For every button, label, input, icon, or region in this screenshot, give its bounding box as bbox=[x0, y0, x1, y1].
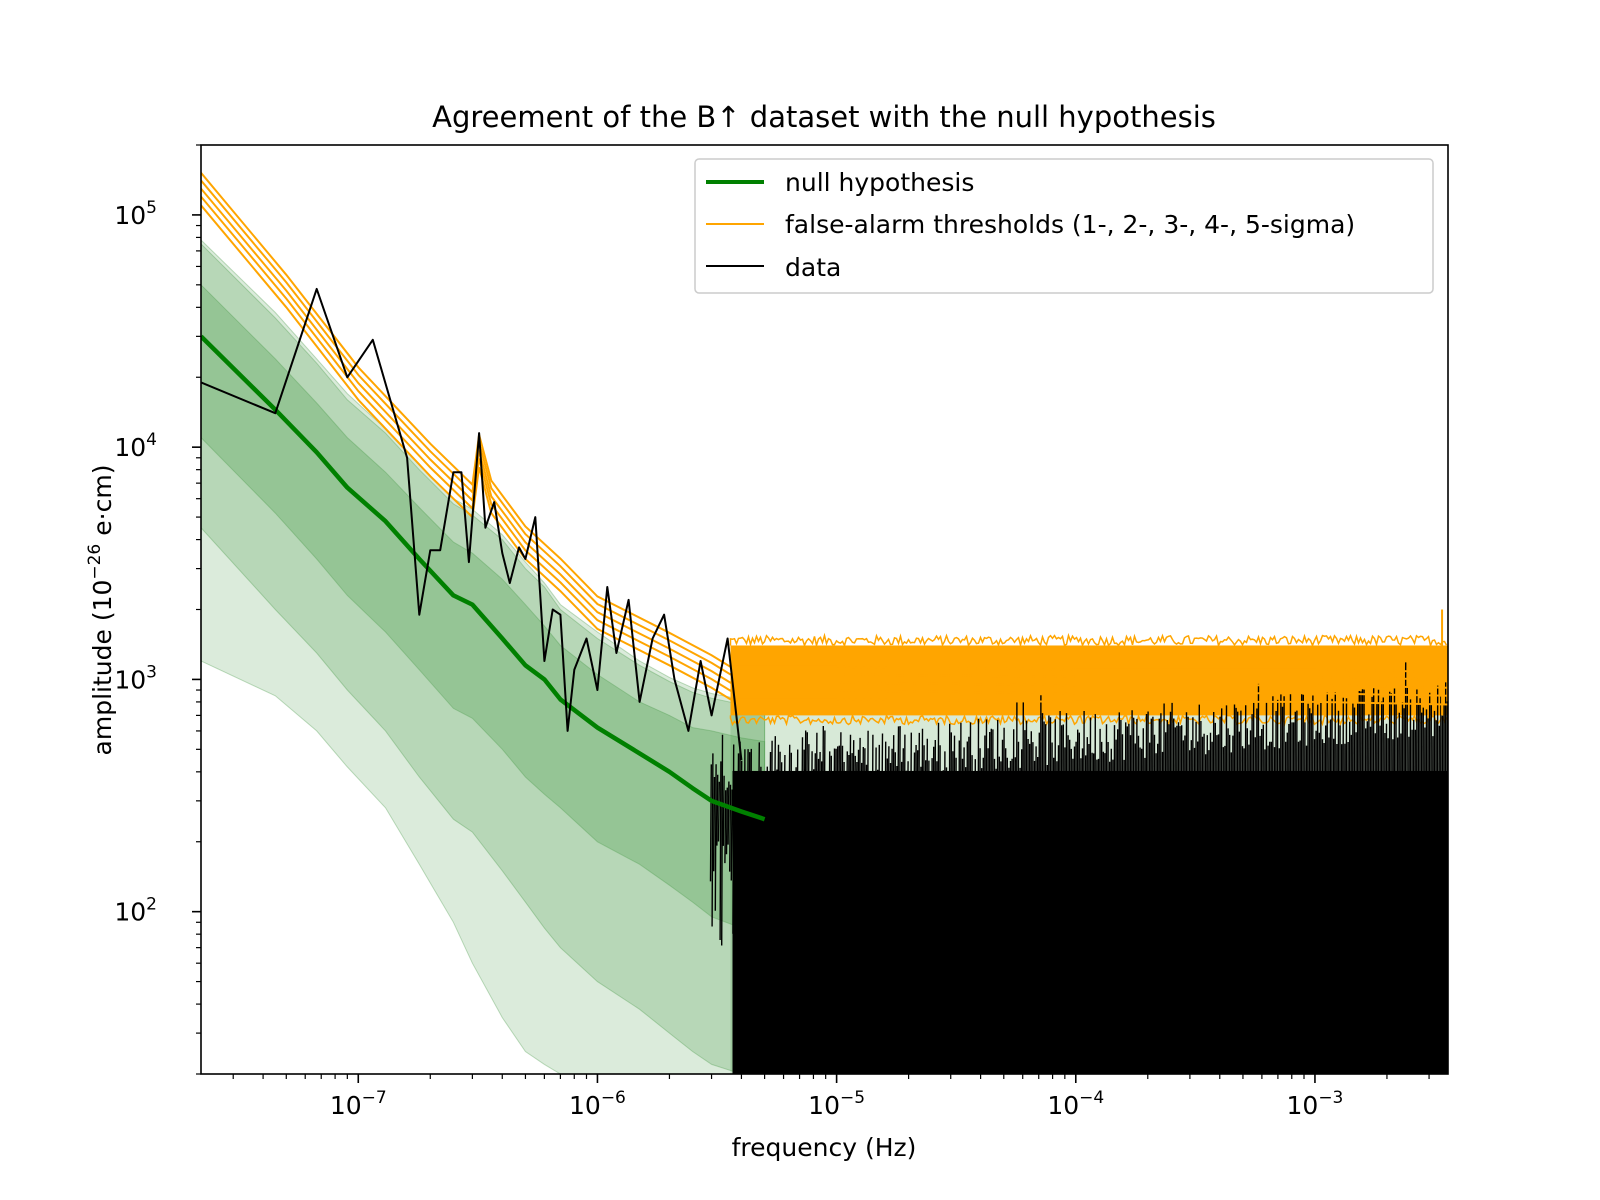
y-tick-label: 105 bbox=[114, 198, 157, 230]
series-lines bbox=[201, 172, 1448, 822]
x-tick-label-base: 10 bbox=[1287, 1091, 1319, 1120]
data-noise-spikes bbox=[709, 662, 1448, 1074]
x-tick-label: 10−4 bbox=[1047, 1088, 1104, 1120]
chart-title: Agreement of the B↑ dataset with the nul… bbox=[432, 100, 1216, 134]
threshold-line-2-sigma bbox=[201, 195, 1448, 697]
band-2-sigma bbox=[201, 243, 766, 1074]
x-tick-label: 10−7 bbox=[330, 1088, 387, 1120]
y-tick-label: 104 bbox=[114, 430, 157, 462]
threshold-noise-band bbox=[730, 645, 1448, 716]
threshold-line-5-sigma bbox=[201, 172, 1448, 673]
x-tick-label-exponent: −6 bbox=[601, 1088, 626, 1108]
legend: null hypothesis false-alarm thresholds (… bbox=[694, 158, 1434, 294]
threshold-line-4-sigma bbox=[201, 179, 1448, 681]
x-tick-label: 10−6 bbox=[569, 1088, 626, 1120]
y-tick-label-exponent: 4 bbox=[146, 430, 157, 450]
plot-area bbox=[201, 172, 1448, 1074]
x-tick-label-base: 10 bbox=[808, 1091, 840, 1120]
y-axis-label: amplitude (10−26 e·cm) bbox=[85, 465, 117, 756]
null-hypothesis-line bbox=[201, 334, 766, 822]
x-tick-label-base: 10 bbox=[330, 1091, 362, 1120]
legend-box bbox=[694, 158, 1434, 294]
threshold-noise-top-edge bbox=[729, 632, 1448, 649]
y-axis-label-suffix: e·cm) bbox=[88, 465, 117, 536]
legend-label-data: data bbox=[785, 253, 841, 282]
y-tick-label-base: 10 bbox=[114, 201, 146, 230]
y-tick-label: 103 bbox=[114, 662, 157, 694]
legend-label-null-hypothesis: null hypothesis bbox=[785, 168, 974, 197]
x-tick-label-exponent: −4 bbox=[1079, 1088, 1104, 1108]
x-tick-label-exponent: −7 bbox=[362, 1088, 387, 1108]
x-tick-label-exponent: −3 bbox=[1318, 1088, 1343, 1108]
x-tick-label-exponent: −5 bbox=[840, 1088, 865, 1108]
y-tick-label: 102 bbox=[114, 895, 157, 927]
x-tick-label: 10−5 bbox=[808, 1088, 865, 1120]
data-line bbox=[201, 287, 743, 761]
noise-floor bbox=[709, 609, 1448, 1074]
threshold-line-3-sigma bbox=[201, 187, 1448, 689]
band-3-sigma bbox=[201, 239, 766, 1074]
x-tick-label-base: 10 bbox=[569, 1091, 601, 1120]
x-tick-label: 10−3 bbox=[1287, 1088, 1344, 1120]
y-tick-label-base: 10 bbox=[114, 898, 146, 927]
x-axis-label: frequency (Hz) bbox=[732, 1133, 917, 1162]
y-tick-label-exponent: 5 bbox=[146, 198, 157, 218]
y-axis-label-prefix: amplitude (10 bbox=[88, 580, 117, 756]
y-tick-label-base: 10 bbox=[114, 665, 146, 694]
y-axis-label-exponent: −26 bbox=[85, 544, 105, 580]
x-axis-ticks: 10−7 10−6 10−5 10−4 10−3 bbox=[232, 1074, 1430, 1120]
threshold-line-1-sigma bbox=[201, 204, 1448, 706]
legend-label-thresholds: false-alarm thresholds (1-, 2-, 3-, 4-, … bbox=[785, 210, 1355, 239]
y-tick-label-base: 10 bbox=[114, 433, 146, 462]
y-tick-label-exponent: 2 bbox=[146, 895, 157, 915]
y-tick-label-exponent: 3 bbox=[146, 662, 157, 682]
x-tick-label-base: 10 bbox=[1047, 1091, 1079, 1120]
